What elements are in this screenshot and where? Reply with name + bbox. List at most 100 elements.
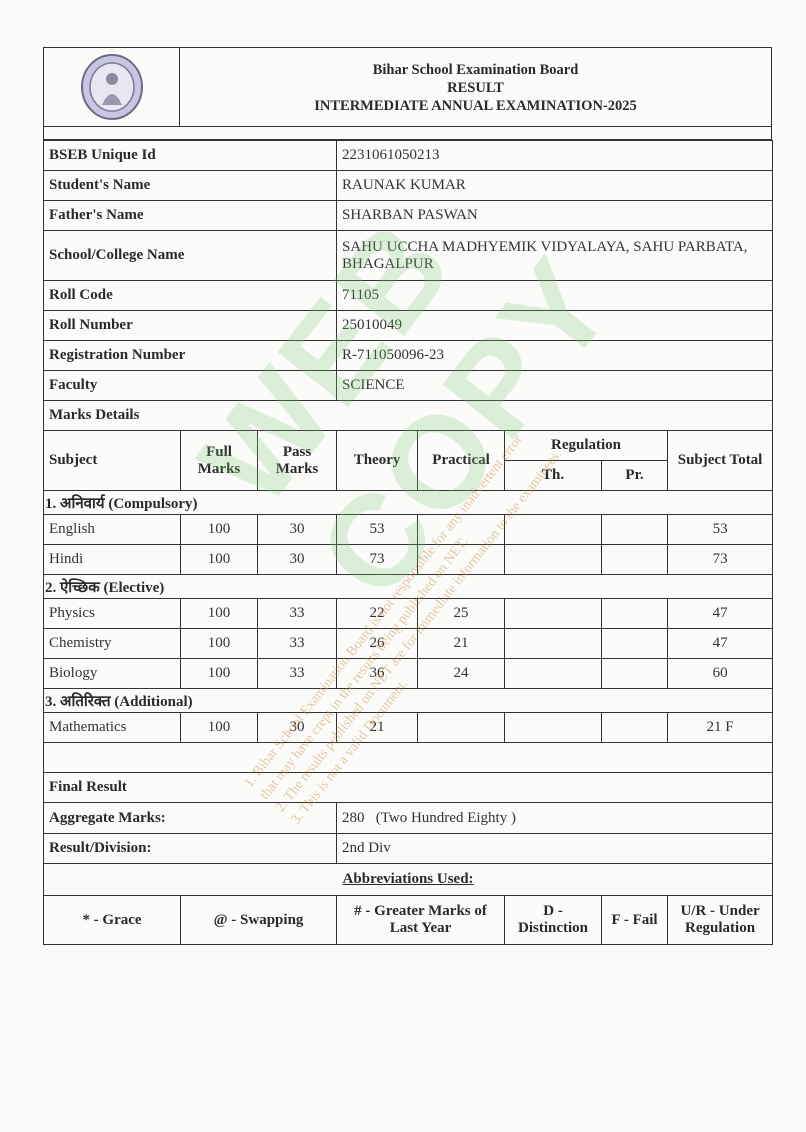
subject-pr	[601, 544, 669, 575]
subject-pr	[601, 712, 669, 743]
info-label: School/College Name	[42, 230, 338, 281]
subject-theory: 22	[336, 598, 419, 629]
subject-practical	[417, 514, 506, 545]
subject-th	[504, 628, 603, 659]
abbr-distinction: D - Distinction	[504, 895, 603, 945]
result-title: RESULT	[447, 80, 504, 96]
info-value: SCIENCE	[336, 370, 774, 401]
info-row: Roll Code 71105	[42, 280, 774, 311]
bseb-seal-logo	[80, 54, 143, 120]
division-label: Result/Division:	[42, 833, 338, 864]
blank-row	[42, 742, 774, 773]
section-title: 3. अतिरिक्त (Additional)	[42, 688, 774, 713]
abbr-grace: * - Grace	[43, 895, 181, 945]
abbr-fail: F - Fail	[601, 895, 669, 945]
subject-name: Biology	[43, 658, 181, 689]
subject-total: 47	[667, 598, 774, 629]
subject-total: 60	[667, 658, 774, 689]
subject-row: Physics 100 33 22 25 47	[43, 598, 774, 629]
subject-theory: 21	[336, 712, 419, 743]
subject-practical: 24	[417, 658, 506, 689]
subject-full: 100	[180, 658, 258, 689]
subject-pass: 30	[256, 544, 338, 575]
subject-practical: 25	[417, 598, 506, 629]
info-row: School/College Name SAHU UCCHA MADHYEMIK…	[42, 230, 774, 281]
col-reg-pr: Pr.	[601, 460, 669, 491]
subject-total: 47	[667, 628, 774, 659]
subject-practical: 21	[417, 628, 506, 659]
exam-title: INTERMEDIATE ANNUAL EXAMINATION-2025	[314, 98, 637, 114]
abbreviations-title: Abbreviations Used:	[42, 863, 774, 896]
info-value: 2231061050213	[336, 140, 774, 171]
subject-practical	[417, 712, 506, 743]
subject-name: Physics	[43, 598, 181, 629]
col-subject-total: Subject Total	[667, 430, 774, 491]
subject-pr	[601, 514, 669, 545]
info-value: RAUNAK KUMAR	[336, 170, 774, 201]
info-value: R-711050096-23	[336, 340, 774, 371]
subject-row: English 100 30 53 53	[43, 514, 774, 545]
section-row: 1. अनिवार्य (Compulsory)	[42, 490, 774, 515]
section-title: 1. अनिवार्य (Compulsory)	[42, 490, 774, 515]
section-title: 2. ऐच्छिक (Elective)	[42, 574, 774, 599]
abbr-swapping: @ - Swapping	[179, 895, 338, 945]
header-titles: Bihar School Examination Board RESULT IN…	[180, 48, 771, 126]
abbr-under-regulation: U/R - Under Regulation	[667, 895, 774, 945]
subject-theory: 73	[336, 544, 419, 575]
info-label: Faculty	[42, 370, 338, 401]
subject-theory: 53	[336, 514, 419, 545]
info-label: Roll Code	[42, 280, 338, 311]
col-regulation: Regulation	[504, 430, 669, 461]
subject-full: 100	[180, 712, 258, 743]
division-value: 2nd Div	[336, 833, 774, 864]
col-full-marks: Full Marks	[180, 430, 258, 491]
info-row: Faculty SCIENCE	[42, 370, 774, 401]
subject-pr	[601, 598, 669, 629]
aggregate-label: Aggregate Marks:	[42, 802, 338, 834]
subject-theory: 36	[336, 658, 419, 689]
header-spacer	[43, 127, 772, 140]
col-theory: Theory	[336, 430, 419, 491]
subject-total: 21 F	[667, 712, 774, 743]
subject-row: Chemistry 100 33 26 21 47	[43, 628, 774, 659]
info-label: Student's Name	[42, 170, 338, 201]
subject-pass: 33	[256, 628, 338, 659]
final-result-title: Final Result	[42, 772, 774, 803]
col-practical: Practical	[417, 430, 506, 491]
col-subject: Subject	[43, 430, 181, 491]
info-label: Father's Name	[42, 200, 338, 231]
subject-th	[504, 514, 603, 545]
col-pass-marks: Pass Marks	[256, 430, 338, 491]
subject-row: Hindi 100 30 73 73	[43, 544, 774, 575]
info-row: Student's Name RAUNAK KUMAR	[42, 170, 774, 201]
subject-name: Mathematics	[43, 712, 181, 743]
col-reg-th: Th.	[504, 460, 603, 491]
subject-pass: 30	[256, 514, 338, 545]
subject-name: Hindi	[43, 544, 181, 575]
board-name: Bihar School Examination Board	[372, 62, 579, 78]
subject-name: English	[43, 514, 181, 545]
info-label: BSEB Unique Id	[42, 140, 338, 171]
subject-full: 100	[180, 514, 258, 545]
subject-total: 53	[667, 514, 774, 545]
subject-row: Biology 100 33 36 24 60	[43, 658, 774, 689]
subject-practical	[417, 544, 506, 575]
info-row: BSEB Unique Id 2231061050213	[42, 140, 774, 171]
aggregate-value: 280 (Two Hundred Eighty )	[336, 802, 774, 834]
subject-pass: 33	[256, 598, 338, 629]
subject-th	[504, 658, 603, 689]
subject-total: 73	[667, 544, 774, 575]
info-value: SAHU UCCHA MADHYEMIK VIDYALAYA, SAHU PAR…	[336, 230, 774, 281]
abbr-greater-marks: # - Greater Marks of Last Year	[336, 895, 506, 945]
subject-full: 100	[180, 628, 258, 659]
info-label: Roll Number	[42, 310, 338, 341]
result-header: Bihar School Examination Board RESULT IN…	[43, 47, 772, 127]
info-row: Roll Number 25010049	[42, 310, 774, 341]
info-value: 71105	[336, 280, 774, 311]
subject-pr	[601, 628, 669, 659]
subject-theory: 26	[336, 628, 419, 659]
section-row: 3. अतिरिक्त (Additional)	[42, 688, 774, 713]
subject-row: Mathematics 100 30 21 21 F	[43, 712, 774, 743]
subject-th	[504, 598, 603, 629]
subject-th	[504, 544, 603, 575]
